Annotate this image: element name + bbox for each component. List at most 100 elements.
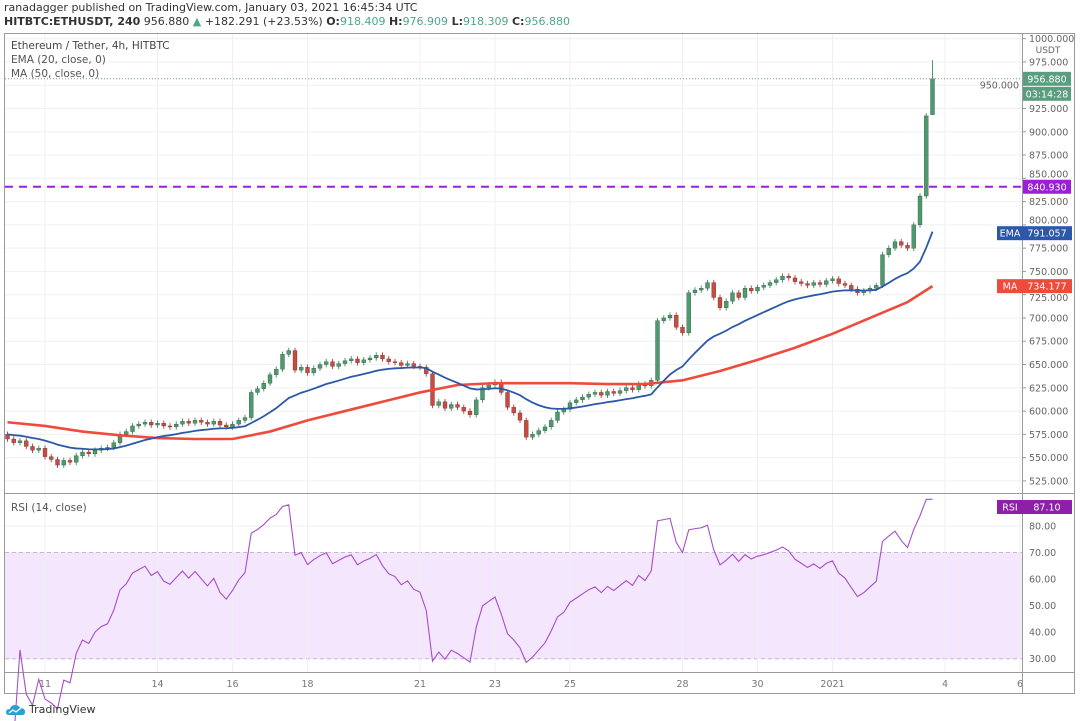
candle-body <box>874 285 879 289</box>
ema-line <box>7 231 934 451</box>
candle-body <box>542 426 548 431</box>
candle-body <box>136 423 141 427</box>
candle-body <box>892 241 898 249</box>
candle-body <box>524 420 529 438</box>
x-tick-label: 4 <box>942 679 948 690</box>
candle-body <box>17 440 23 443</box>
tradingview-logo[interactable]: TradingView <box>6 703 95 716</box>
chart-frame <box>4 33 1075 694</box>
candle-body <box>911 224 916 249</box>
close-label: C: <box>511 15 525 28</box>
open-label: O: <box>326 15 340 28</box>
ma-line <box>7 285 934 441</box>
candle-body <box>686 292 691 334</box>
price-tick-label: 975.000 <box>1029 57 1068 68</box>
candle-body <box>811 282 816 286</box>
low-label: L: <box>451 15 463 28</box>
candle-body <box>92 450 98 455</box>
candle-body <box>374 355 379 359</box>
candle-body <box>905 245 910 249</box>
candle-body <box>792 277 798 282</box>
candle-body <box>474 399 479 415</box>
candle-body <box>705 282 710 289</box>
rsi-tick-label: 30.00 <box>1029 654 1056 665</box>
ma-tag: MA <box>1003 282 1018 293</box>
candle-body <box>617 390 623 394</box>
candle-body <box>586 394 591 398</box>
symbol: HITBTC:ETHUSDT, 240 <box>4 15 141 28</box>
candle-body <box>336 363 341 367</box>
candle-body <box>742 288 748 298</box>
price-tick-label: 925.000 <box>1029 104 1068 115</box>
candle-body <box>199 420 204 423</box>
candle-body <box>730 292 735 302</box>
candle-body <box>411 363 416 367</box>
candle-body <box>249 392 254 418</box>
x-tick-label: 23 <box>489 679 501 690</box>
rsi-legend[interactable]: RSI (14, close) <box>11 502 87 514</box>
ema-legend[interactable]: EMA (20, close, 0) <box>11 54 106 66</box>
ema-value-label: 791.057 <box>1027 229 1066 240</box>
candle-body <box>917 195 923 226</box>
candle-body <box>186 421 191 424</box>
ma-legend[interactable]: MA (50, close, 0) <box>11 68 100 80</box>
candle-body <box>24 440 29 447</box>
candle-body <box>299 367 304 371</box>
candle-body <box>55 459 60 466</box>
price-tick-label: 650.000 <box>1029 360 1068 371</box>
candle-body <box>517 412 523 421</box>
candle-body <box>30 446 35 451</box>
ma-value-label-bg <box>1022 279 1072 294</box>
candle-body <box>455 404 460 408</box>
candle-body <box>736 292 741 298</box>
candle-body <box>461 407 466 412</box>
price-tick-label: 525.000 <box>1029 476 1068 487</box>
candle-body <box>536 430 541 435</box>
candle-body <box>667 315 673 319</box>
cloud-icon <box>6 704 25 715</box>
candle-body <box>724 301 729 308</box>
candle-body <box>111 442 116 448</box>
x-tick-label: 18 <box>301 679 313 690</box>
candle-body <box>42 448 48 457</box>
candle-body <box>317 364 323 369</box>
candle-body <box>324 361 329 365</box>
candle-body <box>799 281 804 284</box>
candle-body <box>767 282 773 286</box>
candle-body <box>292 350 298 371</box>
candle-body <box>717 297 723 308</box>
candle-body <box>305 367 310 374</box>
symbol-line: HITBTC:ETHUSDT, 240 956.880 ▲ +182.291 (… <box>4 15 570 28</box>
candle-body <box>74 455 79 463</box>
candle-body <box>361 359 366 363</box>
candle-body <box>274 369 279 375</box>
candle-body <box>574 399 579 403</box>
rsi-band <box>5 552 1022 659</box>
candle-body <box>86 451 91 455</box>
candle-body <box>755 287 760 292</box>
rsi-tag-bg <box>997 500 1023 515</box>
candle-body <box>480 387 485 401</box>
rsi-tick-label: 70.00 <box>1029 548 1056 559</box>
candle-body <box>211 421 216 425</box>
candle-body <box>436 401 441 406</box>
candle-body <box>242 417 248 421</box>
candle-body <box>761 285 766 288</box>
low-value: 918.309 <box>462 15 509 28</box>
candle-body <box>311 368 316 374</box>
candle-body <box>442 401 448 409</box>
candle-body <box>549 420 554 428</box>
candle-body <box>505 392 510 408</box>
unit-label: USDT <box>1036 46 1061 56</box>
candle-body <box>330 361 335 367</box>
candle-body <box>880 254 885 286</box>
candle-body <box>630 387 635 390</box>
candle-body <box>786 275 791 279</box>
x-tick-label: 2021 <box>820 679 844 690</box>
candle-body <box>236 420 241 425</box>
x-tick-label: 21 <box>414 679 426 690</box>
candle-body <box>224 424 229 428</box>
candle-body <box>161 423 166 427</box>
candle-body <box>286 350 291 355</box>
